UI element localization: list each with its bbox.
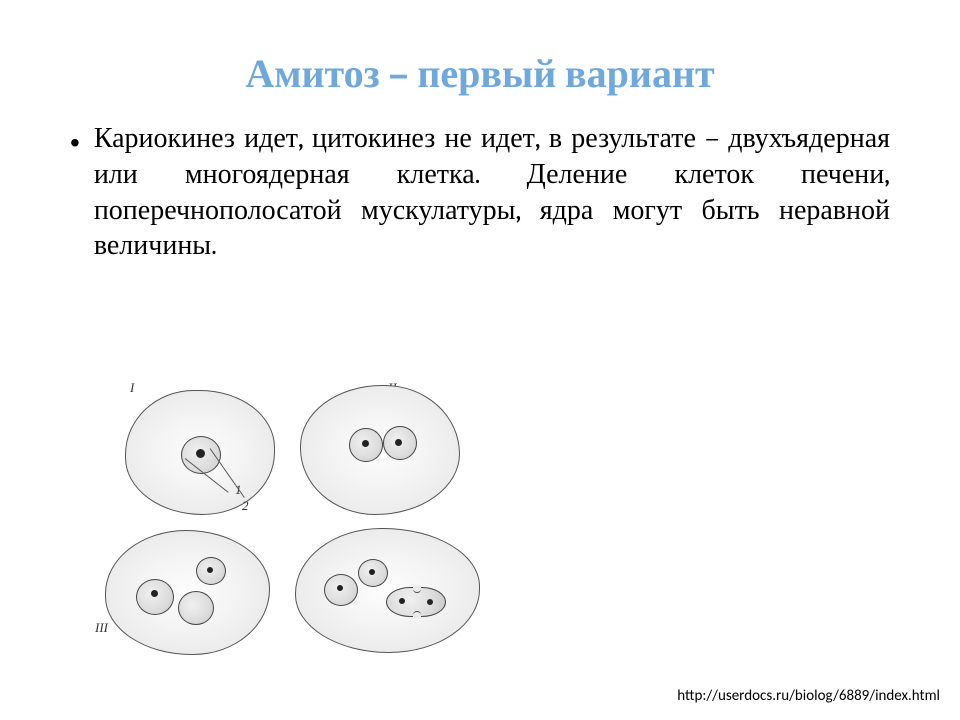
- nucleolus: [196, 449, 205, 458]
- nucleolus: [427, 599, 433, 605]
- nucleus: [383, 426, 417, 460]
- nucleolus: [369, 569, 375, 575]
- nucleus: [136, 579, 174, 615]
- body-text: Кариокинез идет, цитокинез не идет, в ре…: [94, 121, 890, 264]
- label-pointer-2: 2: [242, 498, 249, 514]
- nucleolus: [207, 567, 213, 573]
- nucleolus: [151, 590, 158, 597]
- cell-4: [295, 528, 480, 653]
- label-roman-3: III: [95, 620, 108, 636]
- bullet-icon: •: [70, 129, 80, 157]
- slide: Амитоз – первый вариант • Кариокинез иде…: [0, 0, 960, 720]
- source-url: http://userdocs.ru/biolog/6889/index.htm…: [677, 687, 940, 705]
- nucleus: [358, 559, 388, 587]
- cell-1: [125, 390, 275, 515]
- body-row: • Кариокинез идет, цитокинез не идет, в …: [70, 121, 890, 264]
- nucleolus: [399, 598, 405, 604]
- nucleus: [324, 574, 358, 606]
- nucleolus: [395, 439, 402, 446]
- nucleus: [349, 428, 383, 462]
- nucleus: [178, 591, 214, 625]
- nucleus-dividing: [386, 587, 446, 617]
- nucleus: [196, 557, 226, 585]
- amitosis-diagram: I II III IV 1 2: [70, 380, 520, 660]
- cell-3: [105, 530, 270, 655]
- nucleolus: [337, 585, 343, 591]
- cell-2: [300, 385, 460, 515]
- label-roman-1: I: [130, 380, 134, 396]
- slide-title: Амитоз – первый вариант: [70, 50, 890, 97]
- nucleolus: [362, 440, 369, 447]
